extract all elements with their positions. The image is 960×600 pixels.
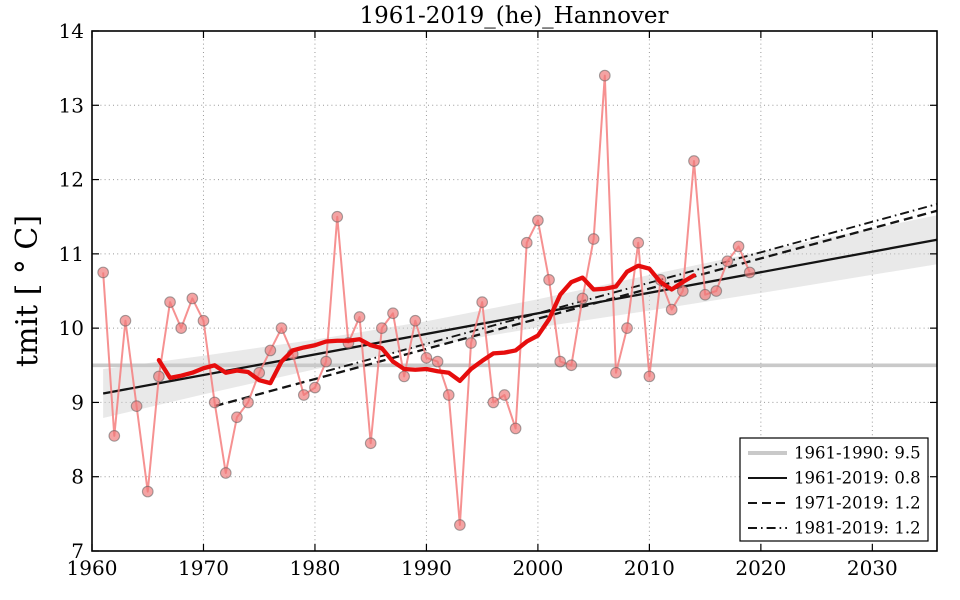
data-point-2012 bbox=[665, 303, 678, 316]
data-point-1968 bbox=[175, 322, 188, 334]
x-tick-label-2030: 2030 bbox=[847, 556, 898, 580]
data-point-2009 bbox=[632, 236, 645, 249]
data-point-1991 bbox=[431, 355, 444, 368]
data-point-2018 bbox=[732, 240, 745, 253]
data-point-2017 bbox=[721, 255, 734, 268]
data-point-2003 bbox=[565, 359, 578, 372]
legend-label: 1981-2019: 1.2 bbox=[794, 519, 921, 538]
data-point-1990 bbox=[420, 352, 433, 364]
y-tick-labels: 7 8 9 10 11 12 13 14 bbox=[59, 19, 84, 563]
x-tick-labels: 1960 1970 1980 1990 2000 2010 2020 2030 bbox=[67, 556, 898, 580]
x-tick-label-1970: 1970 bbox=[178, 556, 229, 580]
data-point-2007 bbox=[610, 366, 622, 379]
trend-line-solid bbox=[102, 238, 938, 395]
data-point-1961 bbox=[97, 266, 109, 279]
data-point-2004 bbox=[576, 292, 589, 305]
data-point-1971 bbox=[208, 396, 221, 409]
data-point-1995 bbox=[476, 296, 489, 308]
data-point-1970 bbox=[197, 314, 210, 327]
y-tick-label-10: 10 bbox=[59, 316, 84, 340]
data-point-2002 bbox=[554, 355, 567, 368]
data-point-1996 bbox=[487, 396, 500, 409]
data-point-1998 bbox=[509, 422, 522, 435]
y-tick-label-12: 12 bbox=[59, 168, 84, 192]
data-point-1980 bbox=[309, 381, 321, 394]
data-point-1964 bbox=[130, 400, 143, 412]
data-point-1972 bbox=[219, 467, 232, 479]
data-point-2010 bbox=[643, 370, 656, 383]
data-point-2005 bbox=[587, 233, 600, 245]
plot-border bbox=[91, 30, 938, 552]
y-tick-label-14: 14 bbox=[59, 19, 84, 43]
legend-label: 1971-2019: 1.2 bbox=[794, 494, 921, 513]
data-point-1973 bbox=[231, 411, 243, 424]
data-point-1974 bbox=[242, 396, 254, 409]
y-tick-label-9: 9 bbox=[71, 390, 84, 414]
smoothed-series bbox=[156, 263, 697, 386]
data-point-1985 bbox=[364, 437, 377, 450]
legend: 1961-1990: 9.5 1961-2019: 0.8 1971-2019: 1… bbox=[739, 437, 929, 542]
data-point-1989 bbox=[409, 314, 422, 327]
data-point-1988 bbox=[398, 370, 410, 383]
x-tick-label-1960: 1960 bbox=[67, 556, 118, 580]
data-point-1992 bbox=[442, 389, 455, 401]
y-tick-label-8: 8 bbox=[71, 465, 84, 489]
data-point-2014 bbox=[688, 155, 700, 167]
legend-label: 1961-2019: 0.8 bbox=[794, 469, 921, 488]
legend-box bbox=[739, 437, 929, 542]
data-point-1962 bbox=[108, 430, 121, 442]
data-point-1977 bbox=[275, 322, 288, 334]
tick-marks bbox=[91, 30, 937, 552]
data-point-1999 bbox=[520, 236, 533, 249]
data-point-1981 bbox=[320, 355, 332, 368]
data-point-1963 bbox=[119, 314, 132, 327]
legend-label: 1961-1990: 9.5 bbox=[794, 444, 921, 463]
data-point-1976 bbox=[264, 344, 277, 357]
x-tick-label-2010: 2010 bbox=[624, 556, 675, 580]
chart-title: 1961-2019_(he)_Hannover bbox=[359, 3, 668, 29]
data-point-1987 bbox=[387, 307, 399, 320]
data-point-2000 bbox=[532, 214, 544, 227]
data-point-1994 bbox=[465, 337, 477, 349]
data-point-2015 bbox=[699, 288, 711, 301]
y-tick-label-7: 7 bbox=[71, 539, 84, 563]
smoothed-series-line bbox=[156, 263, 697, 386]
data-point-1984 bbox=[353, 311, 366, 323]
data-point-1965 bbox=[141, 485, 154, 498]
data-point-1979 bbox=[297, 389, 310, 401]
data-point-1969 bbox=[186, 292, 199, 305]
data-point-2006 bbox=[598, 69, 611, 82]
data-point-1997 bbox=[498, 389, 511, 401]
x-tick-label-2020: 2020 bbox=[735, 556, 786, 580]
y-axis-label: tmit [ ° C] bbox=[10, 215, 45, 367]
x-tick-label-1980: 1980 bbox=[290, 556, 341, 580]
data-point-1967 bbox=[164, 296, 176, 308]
x-tick-label-1990: 1990 bbox=[401, 556, 452, 580]
data-point-2016 bbox=[710, 285, 723, 297]
data-point-1966 bbox=[153, 370, 165, 383]
y-tick-label-11: 11 bbox=[59, 242, 84, 266]
x-tick-label-2000: 2000 bbox=[512, 556, 563, 580]
data-point-2001 bbox=[543, 274, 555, 286]
trend-line-dashed bbox=[214, 209, 938, 408]
y-tick-label-13: 13 bbox=[59, 93, 84, 117]
data-point-1986 bbox=[375, 322, 388, 334]
data-point-1993 bbox=[454, 519, 466, 531]
data-point-2019 bbox=[743, 266, 756, 279]
data-point-2013 bbox=[676, 285, 689, 297]
data-point-1982 bbox=[331, 210, 344, 223]
data-point-2008 bbox=[621, 322, 633, 334]
axes-frame bbox=[91, 30, 938, 552]
